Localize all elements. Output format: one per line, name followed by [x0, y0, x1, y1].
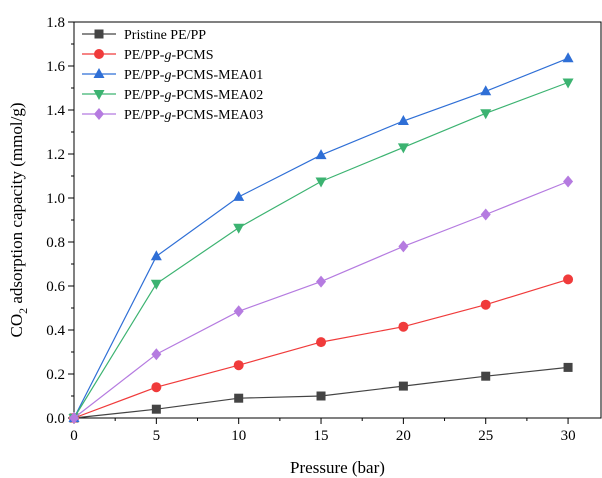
x-axis-title: Pressure (bar): [290, 458, 385, 477]
data-point: [480, 85, 492, 96]
series-5: [69, 175, 574, 424]
legend-label-suffix: -PCMS-MEA01: [171, 68, 263, 83]
legend-label: PE/PP-g-PCMS: [124, 48, 214, 63]
legend-label: PE/PP-g-PCMS-MEA03: [124, 108, 263, 123]
y-axis-title-suffix: adsorption capacity (mmol/g): [7, 103, 26, 308]
data-point: [562, 78, 574, 89]
data-point: [563, 274, 574, 285]
data-point: [481, 371, 491, 381]
legend-marker: [93, 68, 105, 78]
data-point: [69, 412, 79, 424]
data-point: [315, 177, 327, 188]
series-4: [68, 78, 574, 424]
legend-label-italic: g: [164, 68, 171, 83]
series-line: [73, 81, 569, 419]
data-point: [480, 299, 491, 310]
data-point: [398, 381, 408, 391]
legend-marker: [93, 90, 105, 100]
data-point: [316, 337, 327, 348]
legend: Pristine PE/PPPE/PP-g-PCMSPE/PP-g-PCMS-M…: [82, 28, 263, 123]
y-tick-label: 1.4: [46, 103, 65, 119]
y-tick-label: 1.6: [46, 59, 65, 75]
data-point: [233, 360, 244, 371]
legend-label-main: Pristine PE/PP: [124, 28, 206, 43]
y-axis-title-subscript: 2: [16, 308, 30, 314]
data-point: [397, 143, 409, 154]
data-point: [150, 279, 162, 290]
data-point: [233, 190, 245, 201]
data-point: [315, 149, 327, 160]
data-point: [151, 348, 162, 361]
legend-label-italic: g: [164, 48, 171, 63]
legend-item: PE/PP-g-PCMS-MEA03: [82, 108, 263, 123]
y-tick-label: 0.4: [46, 323, 65, 339]
legend-item: Pristine PE/PP: [82, 28, 206, 43]
y-tick-label: 0.0: [46, 411, 65, 427]
legend-label-suffix: -PCMS: [171, 48, 213, 63]
data-point: [397, 115, 409, 125]
x-axis: 0 5 10 15 20 25 30: [70, 418, 576, 444]
x-tick-label: 30: [561, 428, 576, 444]
legend-label-italic: g: [164, 88, 171, 103]
legend-item: PE/PP-g-PCMS-MEA01: [82, 68, 263, 83]
y-tick-label: 0.6: [46, 279, 65, 295]
data-point: [316, 391, 326, 401]
legend-label-suffix: -PCMS-MEA02: [171, 88, 263, 103]
series-2: [69, 274, 574, 423]
legend-label: PE/PP-g-PCMS-MEA02: [124, 88, 263, 103]
x-tick-label: 5: [153, 428, 161, 444]
legend-label-main: PE/PP-: [124, 88, 165, 103]
y-axis-title: CO2 adsorption capacity (mmol/g): [7, 103, 30, 338]
data-point: [398, 321, 409, 332]
y-tick-label: 0.2: [46, 367, 65, 383]
data-point: [563, 362, 573, 372]
legend-label: Pristine PE/PP: [124, 28, 206, 43]
y-tick-label: 0.8: [46, 235, 65, 251]
y-tick-label: 1.8: [46, 15, 65, 31]
data-point: [151, 404, 161, 414]
series-layer: [68, 52, 574, 424]
data-point: [563, 175, 574, 188]
data-point: [150, 250, 162, 261]
data-point: [480, 109, 492, 120]
legend-item: PE/PP-g-PCMS: [82, 48, 214, 63]
y-axis-title-prefix: CO: [7, 314, 26, 338]
legend-item: PE/PP-g-PCMS-MEA02: [82, 88, 263, 103]
data-point: [398, 240, 409, 253]
legend-label: PE/PP-g-PCMS-MEA01: [124, 68, 263, 83]
data-point: [233, 223, 245, 234]
legend-marker: [94, 29, 104, 39]
x-tick-label: 20: [396, 428, 411, 444]
data-point: [316, 275, 327, 288]
legend-label-main: PE/PP-: [124, 108, 165, 123]
x-tick-label: 15: [314, 428, 329, 444]
x-tick-label: 25: [478, 428, 493, 444]
data-point: [151, 382, 162, 393]
legend-label-main: PE/PP-: [124, 48, 165, 63]
x-tick-label: 10: [231, 428, 246, 444]
x-tick-label: 0: [70, 428, 78, 444]
y-tick-label: 1.0: [46, 191, 65, 207]
y-axis: 0.0 0.2 0.4 0.6 0.8 1.0 1.2 1.4 1.6 1.8: [46, 15, 74, 427]
data-point: [234, 393, 244, 403]
data-point: [233, 305, 244, 318]
series-line: [73, 180, 569, 419]
y-tick-label: 1.2: [46, 147, 65, 163]
data-point: [562, 52, 574, 63]
data-point: [480, 208, 491, 221]
legend-label-italic: g: [164, 108, 171, 123]
legend-label-suffix: -PCMS-MEA03: [171, 108, 263, 123]
legend-marker: [94, 49, 104, 59]
series-1: [69, 362, 573, 423]
legend-label-main: PE/PP-: [124, 68, 165, 83]
legend-marker: [94, 108, 104, 120]
